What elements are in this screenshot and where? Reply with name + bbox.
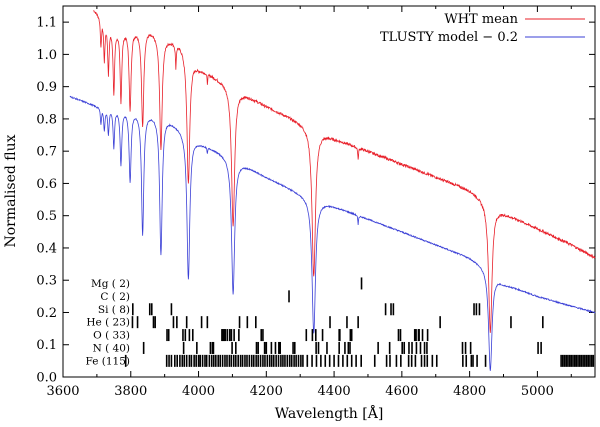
- x-tick-label: 3600: [46, 384, 79, 399]
- line-list-label: N ( 40): [93, 342, 130, 354]
- y-axis-title: Normalised flux: [3, 134, 19, 247]
- x-tick-labels: 3600 3800 4000 4200 4400 4600 4800 5000: [46, 384, 553, 399]
- line-list-label: He ( 23): [86, 317, 130, 329]
- line-list-label: Fe (115): [86, 355, 131, 367]
- y-tick-label: 0.9: [36, 80, 57, 95]
- y-tick-label: 0.2: [36, 306, 57, 321]
- x-tick-label: 4600: [385, 384, 418, 399]
- series-line-wht-mean: [93, 9, 596, 333]
- x-tick-label: 5000: [521, 384, 554, 399]
- y-tick-label: 0.6: [36, 177, 57, 192]
- series-line-tlusty-model: [69, 95, 596, 371]
- x-tick-label: 4000: [182, 384, 215, 399]
- axis-ticks: [62, 6, 595, 378]
- x-tick-label: 4400: [318, 384, 351, 399]
- y-tick-labels: 0.0 0.1 0.2 0.3 0.4 0.5 0.6 0.7 0.8 0.9 1.0 1.1: [36, 16, 57, 386]
- y-tick-label: 0.8: [36, 112, 57, 127]
- y-tick-label: 0.7: [36, 145, 57, 160]
- legend-label-wht-mean: WHT mean: [444, 12, 518, 27]
- spectrum-series: [69, 9, 596, 371]
- y-tick-label: 0.4: [36, 241, 57, 256]
- y-tick-label: 0.0: [36, 371, 57, 386]
- x-axis-title: Wavelength [Å]: [275, 404, 384, 422]
- y-tick-label: 0.5: [36, 209, 57, 224]
- y-tick-label: 1.0: [36, 48, 57, 63]
- y-tick-label: 0.3: [36, 274, 57, 289]
- y-tick-label: 1.1: [36, 16, 57, 31]
- line-list-label: Si ( 8): [98, 304, 130, 316]
- legend-label-tlusty-model: TLUSTY model − 0.2: [380, 30, 518, 45]
- legend: WHT mean TLUSTY model − 0.2: [380, 12, 585, 45]
- x-tick-label: 4200: [250, 384, 283, 399]
- line-list-label: Mg ( 2): [91, 278, 130, 290]
- x-tick-label: 4800: [453, 384, 486, 399]
- line-list-label: C ( 2): [100, 291, 130, 303]
- x-tick-label: 3800: [114, 384, 147, 399]
- y-tick-label: 0.1: [36, 338, 57, 353]
- line-list: Mg ( 2)C ( 2)Si ( 8)He ( 23)O ( 33)N ( 4…: [86, 277, 595, 367]
- plot-frame: [62, 5, 596, 378]
- line-list-label: O ( 33): [93, 330, 130, 342]
